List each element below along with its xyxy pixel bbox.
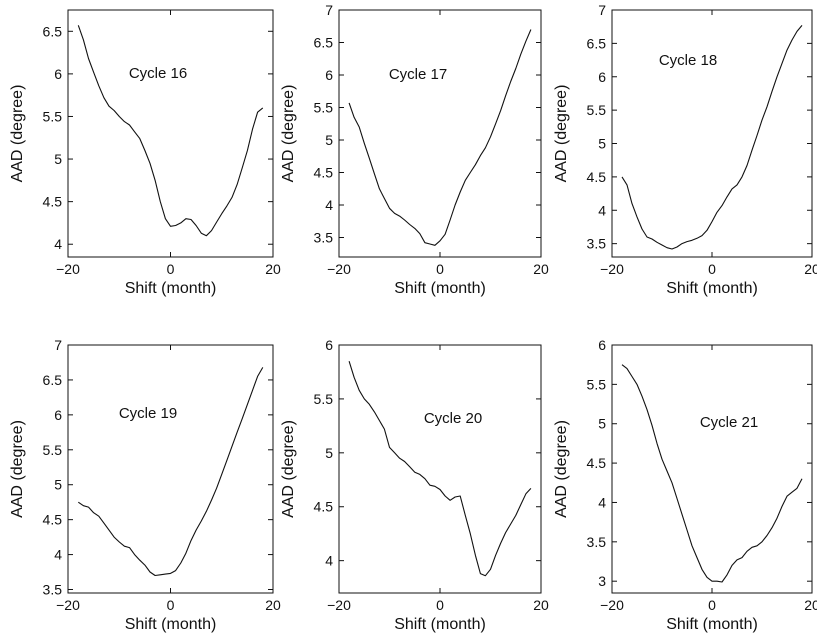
- y-tick-label: 6: [54, 407, 62, 423]
- x-axis-label: Shift (month): [394, 616, 486, 633]
- panel-title: Cycle 17: [389, 66, 447, 83]
- y-axis-label: AAD (degree): [280, 85, 297, 183]
- plot-frame: [67, 9, 274, 258]
- x-axis-label: Shift (month): [394, 280, 486, 297]
- y-axis-label: AAD (degree): [553, 420, 570, 518]
- y-tick-label: 3.5: [43, 582, 63, 598]
- x-tick-label: 0: [167, 261, 175, 277]
- y-tick-label: 5: [325, 445, 333, 461]
- y-tick-label: 5: [54, 151, 62, 167]
- y-tick-label: 6: [325, 337, 333, 353]
- x-tick-label: 0: [708, 261, 716, 277]
- x-tick-label: −20: [600, 261, 624, 277]
- panel-title: Cycle 20: [424, 410, 482, 427]
- y-tick-label: 5: [325, 132, 333, 148]
- x-axis-label: Shift (month): [666, 616, 758, 633]
- y-tick-label: 3.5: [314, 230, 334, 246]
- series-line: [621, 364, 803, 583]
- y-tick-label: 4.5: [587, 455, 607, 471]
- x-tick-label: −20: [600, 597, 624, 613]
- y-tick-label: 7: [325, 2, 333, 18]
- panel-title: Cycle 16: [129, 65, 187, 82]
- chart-panel-1: −20 0 20 4 4.5 5 5.5 6 6.5 Shift (month) AAD (degr…: [9, 9, 281, 297]
- series-line: [348, 361, 532, 577]
- y-tick-label: 5: [54, 477, 62, 493]
- x-tick-label: 20: [804, 261, 817, 277]
- y-tick-label: 6.5: [314, 35, 334, 51]
- y-tick-label: 7: [598, 2, 606, 18]
- x-tick-label: −20: [327, 261, 351, 277]
- x-tick-label: −20: [56, 597, 80, 613]
- y-tick-label: 4: [598, 494, 606, 510]
- x-tick-label: −20: [56, 261, 80, 277]
- series-line: [621, 25, 803, 250]
- x-tick-label: 20: [265, 261, 281, 277]
- x-tick-label: 20: [804, 597, 817, 613]
- panel-title: Cycle 19: [119, 405, 177, 422]
- y-tick-label: 6.5: [43, 372, 63, 388]
- y-tick-label: 4.5: [43, 512, 63, 528]
- y-tick-label: 5.5: [587, 102, 607, 118]
- y-tick-label: 6.5: [587, 35, 607, 51]
- y-axis-label: AAD (degree): [280, 420, 297, 518]
- chart-panel-5: −20 0 20 4 4.5 5 5.5 6 Shift (month) AAD (degree)…: [280, 337, 549, 633]
- panel-title: Cycle 18: [659, 52, 717, 69]
- y-tick-label: 7: [54, 337, 62, 353]
- x-tick-label: 20: [265, 597, 281, 613]
- y-axis-label: AAD (degree): [9, 420, 26, 518]
- plot-frame: [338, 344, 542, 594]
- y-tick-label: 4.5: [43, 194, 63, 210]
- y-tick-label: 5: [598, 136, 606, 152]
- x-tick-label: 0: [167, 597, 175, 613]
- y-tick-label: 4.5: [587, 169, 607, 185]
- y-tick-label: 5.5: [43, 442, 63, 458]
- x-tick-label: 0: [436, 597, 444, 613]
- chart-panel-6: −20 0 20 3 3.5 4 4.5 5 5.5 6 Shift (month) AAD (deg…: [553, 337, 817, 633]
- y-tick-label: 6: [325, 67, 333, 83]
- y-tick-label: 4: [598, 202, 606, 218]
- x-tick-label: 20: [533, 597, 549, 613]
- y-tick-label: 4: [54, 236, 62, 252]
- plot-frame: [338, 9, 542, 258]
- y-tick-label: 4.5: [314, 165, 334, 181]
- y-axis-label: AAD (degree): [9, 85, 26, 183]
- chart-panel-3: −20 0 20 3.5 4 4.5 5 5.5 6 6.5 7 Shift (month) AAD (…: [553, 2, 817, 297]
- y-tick-label: 5.5: [587, 376, 607, 392]
- y-tick-label: 3.5: [587, 236, 607, 252]
- x-tick-label: 20: [533, 261, 549, 277]
- plot-frame: [611, 9, 813, 258]
- x-axis-label: Shift (month): [125, 280, 217, 297]
- series-line: [77, 367, 264, 577]
- y-tick-label: 4: [325, 197, 333, 213]
- chart-panel-4: −20 0 20 3.5 4 4.5 5 5.5 6 6.5 7 Shift (month) AAD (…: [9, 337, 281, 633]
- x-tick-label: 0: [708, 597, 716, 613]
- y-axis-label: AAD (degree): [553, 85, 570, 183]
- x-axis-label: Shift (month): [125, 616, 217, 633]
- series-line: [77, 25, 264, 237]
- y-tick-label: 6: [54, 66, 62, 82]
- x-tick-label: 0: [436, 261, 444, 277]
- series-line: [348, 29, 532, 246]
- y-tick-label: 6: [598, 337, 606, 353]
- y-tick-label: 6: [598, 69, 606, 85]
- y-tick-label: 5.5: [314, 100, 334, 116]
- y-tick-label: 3: [598, 573, 606, 589]
- y-tick-label: 5: [598, 416, 606, 432]
- x-axis-label: Shift (month): [666, 280, 758, 297]
- chart-panel-2: −20 0 20 3.5 4 4.5 5 5.5 6 6.5 7 Shift (month) AAD (…: [280, 2, 549, 297]
- y-tick-label: 4.5: [314, 499, 334, 515]
- plot-frame: [67, 344, 274, 594]
- x-tick-label: −20: [327, 597, 351, 613]
- y-tick-label: 5.5: [314, 391, 334, 407]
- y-tick-label: 3.5: [587, 534, 607, 550]
- plot-frame: [611, 344, 813, 594]
- y-tick-label: 4: [325, 553, 333, 569]
- panel-title: Cycle 21: [700, 414, 758, 431]
- y-tick-label: 6.5: [43, 23, 63, 39]
- y-tick-label: 4: [54, 547, 62, 563]
- y-tick-label: 5.5: [43, 108, 63, 124]
